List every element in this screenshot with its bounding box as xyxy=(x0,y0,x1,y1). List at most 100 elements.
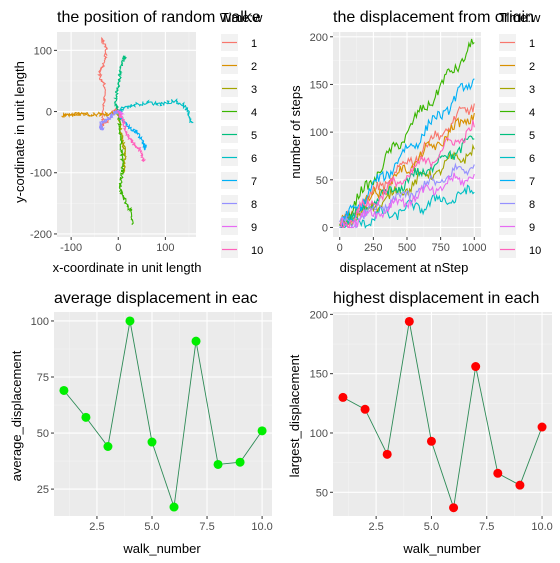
average-chart-ytick-label: 25 xyxy=(37,484,49,496)
highest-chart-background xyxy=(333,312,552,516)
average-chart-line xyxy=(63,320,263,508)
position-chart-ytick-label: 0 xyxy=(46,107,52,119)
highest-chart-panel xyxy=(333,312,552,516)
displacement-chart-series xyxy=(339,38,475,229)
position-walk-4 xyxy=(116,112,134,226)
position-legend-label: 6 xyxy=(251,153,257,165)
position-legend-title: Time:w xyxy=(221,10,263,25)
highest-chart-point-2 xyxy=(360,404,370,414)
displacement-trace-9 xyxy=(339,172,475,229)
highest-chart-point-9 xyxy=(515,480,525,490)
average-chart-point-6 xyxy=(169,502,179,512)
average-chart-ytick-label: 75 xyxy=(37,372,49,384)
highest-chart-xtick-label: 5.0 xyxy=(424,521,439,533)
highest-chart-point-4 xyxy=(404,316,414,326)
position-legend-label: 4 xyxy=(251,107,257,119)
displacement-chart-title: the displacement from origin xyxy=(333,9,534,26)
average-chart-point-10 xyxy=(257,426,267,436)
position-walk-8 xyxy=(98,109,120,131)
displacement-legend-label: 4 xyxy=(529,107,535,119)
displacement-chart-ytick-label: 200 xyxy=(310,32,328,44)
average-displacement-chart: 2.5 5.0 7.5 10.0 25 50 75 100 average displacem… xyxy=(9,290,273,556)
average-chart-panel xyxy=(54,312,272,516)
displacement-chart-ticks: 0 250 500 750 1000 0 50 100 150 200 xyxy=(310,32,487,254)
position-walk-10 xyxy=(117,111,147,163)
average-chart-xtick-label: 5.0 xyxy=(144,521,159,533)
position-chart-xlabel: x-coordinate in unit length xyxy=(53,260,202,275)
average-chart-point-7 xyxy=(191,336,201,346)
average-chart-title: average displacement in eac xyxy=(54,290,258,307)
displacement-chart-ytick-label: 0 xyxy=(322,222,328,234)
displacement-legend-label: 5 xyxy=(529,130,535,142)
position-chart-xtick-label: 0 xyxy=(115,242,121,254)
displacement-trace-10 xyxy=(339,119,475,229)
highest-chart-point-5 xyxy=(426,436,436,446)
displacement-chart-xtick-label: 750 xyxy=(431,242,449,254)
position-chart-title: the position of random walke xyxy=(57,9,261,26)
displacement-chart: 0 250 500 750 1000 0 50 100 150 200 the displacem… xyxy=(288,9,560,275)
displacement-chart-ytick-label: 50 xyxy=(316,175,328,187)
average-chart-point-5 xyxy=(147,437,157,447)
highest-chart-ytick-label: 150 xyxy=(310,369,328,381)
displacement-trace-7 xyxy=(339,78,475,228)
displacement-legend-label: 9 xyxy=(529,222,535,234)
position-legend-label: 8 xyxy=(251,199,257,211)
position-chart-ticks: -100 0 100 -200 -100 0 100 xyxy=(30,45,175,254)
displacement-chart-xtick-label: 250 xyxy=(364,242,382,254)
position-legend-label: 7 xyxy=(251,176,257,188)
average-chart-point-8 xyxy=(213,459,223,469)
position-walk-5 xyxy=(113,55,128,113)
displacement-chart-xtick-label: 500 xyxy=(398,242,416,254)
average-chart-ytick-label: 50 xyxy=(37,428,49,440)
average-chart-ytick-label: 100 xyxy=(31,316,49,328)
position-chart: -100 0 100 -200 -100 0 100 the position of ran… xyxy=(12,9,280,275)
highest-chart-ytick-label: 200 xyxy=(310,309,328,321)
highest-chart-xtick-label: 7.5 xyxy=(479,521,494,533)
displacement-chart-ylabel: number of steps xyxy=(288,85,303,179)
position-chart-ytick-label: -200 xyxy=(30,229,52,241)
average-chart-point-3 xyxy=(103,442,113,452)
highest-chart-xtick-label: 10.0 xyxy=(531,521,552,533)
highest-chart-ylabel: largest_displacement xyxy=(287,354,302,477)
average-chart-ylabel: average_displacement xyxy=(9,350,24,481)
highest-displacement-chart: 2.5 5.0 7.5 10.0 50 100 150 200 highest displac… xyxy=(287,290,553,556)
highest-chart-point-10 xyxy=(537,422,547,432)
displacement-legend-label: 8 xyxy=(529,199,535,211)
highest-chart-ytick-label: 100 xyxy=(310,428,328,440)
position-chart-ytick-label: 100 xyxy=(34,45,52,57)
position-chart-xtick-label: -100 xyxy=(60,242,82,254)
position-walk-2 xyxy=(61,109,120,118)
displacement-chart-panel xyxy=(333,32,481,237)
average-chart-xtick-label: 7.5 xyxy=(199,521,214,533)
displacement-legend-label: 1 xyxy=(529,38,535,50)
displacement-chart-xlabel: displacement at nStep xyxy=(340,260,469,275)
position-legend-label: 10 xyxy=(251,245,263,257)
displacement-trace-6 xyxy=(339,184,475,229)
average-chart-xlabel: walk_number xyxy=(122,541,201,556)
displacement-legend-label: 2 xyxy=(529,61,535,73)
position-chart-ytick-label: -100 xyxy=(30,168,52,180)
highest-chart-title: highest displacement in each xyxy=(333,290,539,307)
displacement-legend-label: 10 xyxy=(529,245,541,257)
highest-chart-xlabel: walk_number xyxy=(402,541,481,556)
displacement-legend-label: 6 xyxy=(529,153,535,165)
highest-chart-point-7 xyxy=(471,362,481,372)
average-chart-point-4 xyxy=(125,316,135,326)
average-chart-point-2 xyxy=(81,412,91,422)
position-chart-xtick-label: 100 xyxy=(156,242,174,254)
highest-chart-point-1 xyxy=(338,392,348,402)
position-chart-series xyxy=(61,36,194,226)
highest-chart-ticks: 2.5 5.0 7.5 10.0 50 100 150 200 xyxy=(310,309,553,533)
displacement-chart-xtick-label: 0 xyxy=(337,242,343,254)
average-chart-point-1 xyxy=(59,385,69,395)
position-legend-label: 5 xyxy=(251,130,257,142)
position-legend-label: 1 xyxy=(251,38,257,50)
highest-chart-xtick-label: 2.5 xyxy=(368,521,383,533)
displacement-chart-xtick-label: 1000 xyxy=(462,242,486,254)
highest-chart-ytick-label: 50 xyxy=(316,487,328,499)
displacement-legend-label: 3 xyxy=(529,84,535,96)
displacement-chart-ytick-label: 150 xyxy=(310,79,328,91)
position-chart-ylabel: y-cordinate in unit length xyxy=(12,61,27,203)
position-legend-label: 3 xyxy=(251,84,257,96)
